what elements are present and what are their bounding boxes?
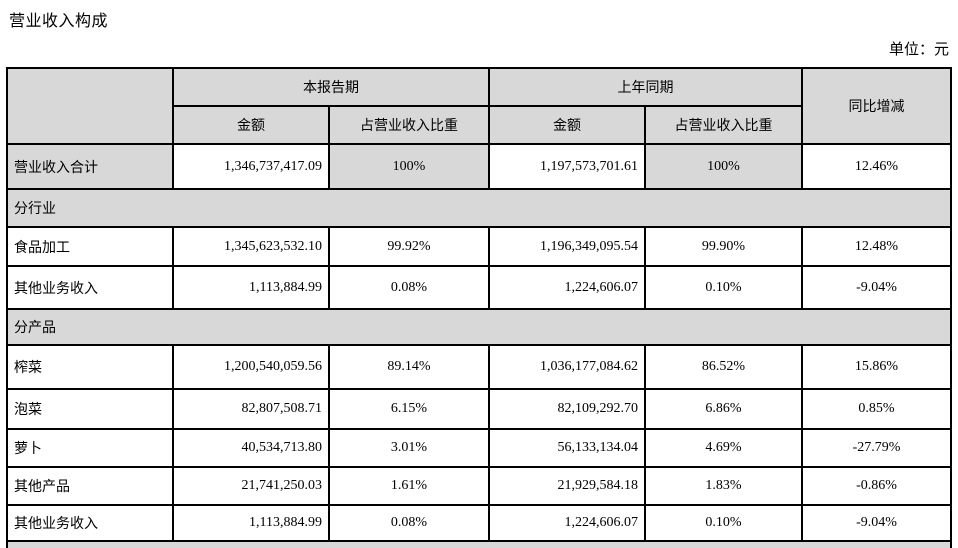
prior-share-cell: 4.69% [644,428,803,468]
prior-amount-cell: 1,197,573,701.61 [488,143,646,190]
prior-amount-cell: 56,133,134.04 [488,428,646,468]
prior-share-cell: 99.90% [644,226,803,267]
header-row-1: 本报告期 上年同期 同比增减 [6,67,952,145]
table-section-row-industry: 分行业 [6,188,952,228]
header-current-amount: 金额 [172,105,330,145]
current-share-cell: 99.92% [328,226,490,267]
table-row: 泡菜 82,807,508.71 6.15% 82,109,292.70 6.8… [6,388,952,430]
row-label-cell: 泡菜 [6,388,174,430]
header-corner-cell [6,67,174,145]
current-amount-cell: 21,741,250.03 [172,466,330,506]
table-row: 食品加工 1,345,623,532.10 99.92% 1,196,349,0… [6,226,952,267]
table-section-row-partial [6,540,952,548]
prior-amount-cell: 82,109,292.70 [488,388,646,430]
yoy-cell: 15.86% [801,344,952,390]
table-row: 萝卜 40,534,713.80 3.01% 56,133,134.04 4.6… [6,428,952,468]
current-amount-cell: 40,534,713.80 [172,428,330,468]
prior-amount-cell: 1,224,606.07 [488,504,646,542]
row-label-cell: 其他业务收入 [6,504,174,542]
prior-share-cell: 86.52% [644,344,803,390]
unit-label: 单位：元 [888,42,949,58]
yoy-cell: 12.46% [801,143,952,190]
prior-amount-cell: 1,196,349,095.54 [488,226,646,267]
section-label-cell [6,540,952,548]
current-amount-cell: 1,113,884.99 [172,504,330,542]
header-row-2: 金额 占营业收入比重 金额 占营业收入比重 [7,105,951,145]
current-share-cell: 100% [328,143,490,190]
current-amount-cell: 1,346,737,417.09 [172,143,330,190]
current-amount-cell: 82,807,508.71 [172,388,330,430]
header-yoy: 同比增减 [801,67,952,145]
row-label-cell: 食品加工 [6,226,174,267]
page-title: 营业收入构成 [9,13,109,30]
prior-share-cell: 6.86% [644,388,803,430]
header-prior-share: 占营业收入比重 [644,105,803,145]
prior-amount-cell: 1,224,606.07 [488,265,646,310]
current-share-cell: 3.01% [328,428,490,468]
current-amount-cell: 1,345,623,532.10 [172,226,330,267]
row-label-cell: 营业收入合计 [6,143,174,190]
prior-share-cell: 100% [644,143,803,190]
row-label-cell: 其他产品 [6,466,174,506]
yoy-cell: 12.48% [801,226,952,267]
current-amount-cell: 1,200,540,059.56 [172,344,330,390]
prior-amount-cell: 1,036,177,084.62 [488,344,646,390]
current-share-cell: 0.08% [328,504,490,542]
header-current-share: 占营业收入比重 [328,105,490,145]
prior-amount-cell: 21,929,584.18 [488,466,646,506]
yoy-cell: -27.79% [801,428,952,468]
yoy-cell: -0.86% [801,466,952,506]
table-row: 其他业务收入 1,113,884.99 0.08% 1,224,606.07 0… [6,504,952,542]
prior-share-cell: 1.83% [644,466,803,506]
header-current-period: 本报告期 [172,67,490,107]
table-row: 其他产品 21,741,250.03 1.61% 21,929,584.18 1… [6,466,952,506]
table-row-total: 营业收入合计 1,346,737,417.09 100% 1,197,573,7… [6,143,952,190]
table-section-row-product: 分产品 [6,308,952,346]
row-label-cell: 榨菜 [6,344,174,390]
yoy-cell: -9.04% [801,504,952,542]
yoy-cell: 0.85% [801,388,952,430]
table-row: 其他业务收入 1,113,884.99 0.08% 1,224,606.07 0… [6,265,952,310]
revenue-composition-table: 本报告期 上年同期 同比增减 金额 占营业收入比重 金额 占营业收入比重 营业收… [6,67,952,548]
current-share-cell: 1.61% [328,466,490,506]
row-label-cell: 其他业务收入 [6,265,174,310]
current-amount-cell: 1,113,884.99 [172,265,330,310]
row-label-cell: 萝卜 [6,428,174,468]
current-share-cell: 89.14% [328,344,490,390]
current-share-cell: 0.08% [328,265,490,310]
header-prior-period: 上年同期 [488,67,803,107]
section-label-cell: 分产品 [6,308,952,346]
section-label-cell: 分行业 [6,188,952,228]
table-row: 榨菜 1,200,540,059.56 89.14% 1,036,177,084… [6,344,952,390]
prior-share-cell: 0.10% [644,504,803,542]
prior-share-cell: 0.10% [644,265,803,310]
header-prior-amount: 金额 [488,105,646,145]
current-share-cell: 6.15% [328,388,490,430]
yoy-cell: -9.04% [801,265,952,310]
